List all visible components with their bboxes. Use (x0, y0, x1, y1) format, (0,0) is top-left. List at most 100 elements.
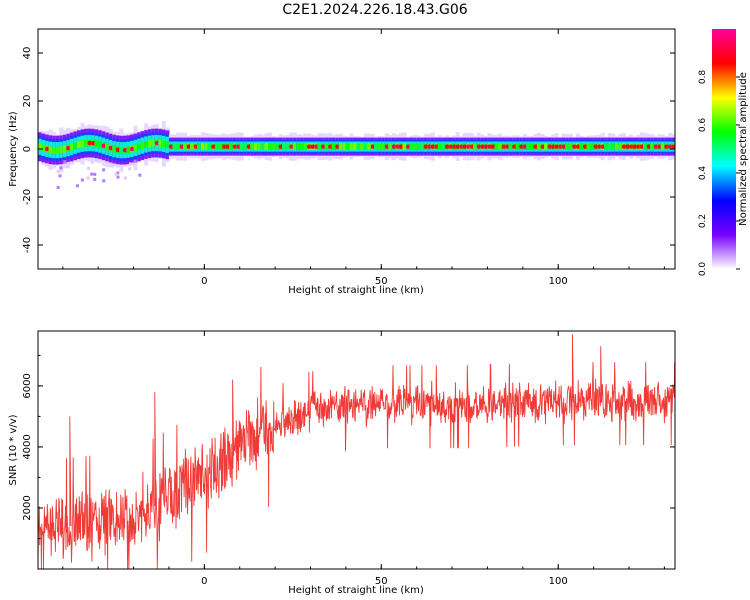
heatmap-cell (515, 143, 520, 150)
heatmap-cell (275, 143, 280, 150)
heatmap-cell (128, 167, 132, 171)
colorbar: 0.0 0.2 0.4 0.6 0.8 Normalized spectral ampl… (698, 29, 749, 276)
heatmap-cell (218, 143, 223, 150)
colorbar-tick-label: 0.2 (698, 214, 708, 228)
heatmap-cell (105, 143, 110, 151)
heatmap-cell (48, 146, 53, 154)
heatmap-cell (158, 139, 163, 147)
x-tick-label: 50 (375, 576, 388, 587)
heatmap-cell (402, 143, 407, 150)
y-tick-label: -40 (22, 237, 33, 253)
heatmap-cell (650, 143, 655, 150)
heatmap-cell (586, 143, 591, 150)
y-tick-label: 6000 (22, 373, 33, 398)
snr-y-axis-label: SNR (10 * v/v) (8, 414, 19, 485)
heatmap-cell (94, 140, 99, 148)
y-tick-label: 20 (22, 95, 33, 108)
heatmap-cell (239, 143, 244, 150)
heatmap-cell (65, 164, 69, 168)
heatmap-cell (176, 143, 181, 150)
heatmap-cell (590, 143, 595, 150)
heatmap-cell (151, 139, 156, 147)
heatmap-cell (536, 143, 542, 150)
heatmap-cell (133, 144, 138, 152)
heatmap-cell (614, 143, 619, 150)
heatmap-cell (363, 143, 368, 150)
colorbar-tick-label: 0.8 (698, 70, 708, 85)
heatmap-cell (90, 160, 94, 164)
spectrogram-panel: 0 50 100 40 20 0 -20 -40 Height of straight lin… (8, 28, 676, 296)
heatmap-cell (643, 143, 648, 150)
heatmap-cell (264, 143, 269, 150)
heatmap-cell (204, 143, 209, 150)
heatmap-cell (62, 145, 67, 153)
heatmap-cell (128, 162, 132, 166)
heatmap-cell (388, 143, 393, 150)
snr-series-line (38, 334, 675, 569)
heatmap-cell (93, 172, 97, 176)
colorbar-tick-label: 0.6 (698, 118, 708, 133)
heatmap-cell (133, 159, 137, 163)
heatmap-cell (498, 143, 503, 150)
heatmap-cell (324, 143, 329, 150)
heatmap-cell (494, 143, 499, 150)
heatmap-cell (95, 158, 99, 162)
heatmap-cell (374, 143, 379, 150)
heatmap-cell (345, 143, 350, 150)
heatmap-cell (413, 143, 418, 150)
heatmap-cell (508, 143, 513, 150)
heatmap-cell (114, 172, 118, 176)
heatmap-cell (59, 166, 63, 170)
heatmap-cell (140, 142, 145, 149)
heatmap-cell (271, 143, 276, 150)
heatmap-cell (59, 146, 64, 154)
heatmap-cell (660, 143, 665, 150)
heatmap-cell (409, 143, 414, 150)
colorbar-label: Normalized spectral amplitude (738, 72, 749, 226)
heatmap-cell (119, 146, 124, 154)
heatmap-cell (137, 143, 142, 151)
heatmap-cell (338, 143, 343, 150)
heatmap-cell (416, 143, 421, 150)
heatmap-cell (579, 143, 584, 150)
heatmap-cell (607, 143, 612, 150)
heatmap-cell (257, 143, 262, 150)
y-tick-label: -20 (22, 189, 33, 205)
heatmap-cell (116, 171, 120, 175)
heatmap-cell (282, 143, 287, 150)
heatmap-cell (303, 143, 308, 150)
heatmap-cell (123, 176, 127, 180)
heatmap-cell (131, 162, 135, 166)
snr-axes: 0 50 100 2000 4000 6000 (22, 331, 675, 587)
heatmap-cell (349, 143, 354, 150)
heatmap-cell (56, 169, 60, 173)
heatmap-cell (52, 146, 57, 154)
heatmap-cell (420, 143, 425, 150)
heatmap-cell (377, 143, 382, 150)
heatmap-cell (76, 141, 81, 149)
heatmap-cell (116, 175, 120, 179)
x-tick-label: 100 (549, 576, 568, 587)
heatmap-cell (299, 143, 304, 150)
heatmap-cell (437, 143, 442, 150)
heatmap-cell (356, 143, 361, 150)
heatmap-cell (126, 146, 131, 154)
heatmap-cell (38, 143, 43, 151)
heatmap-cell (671, 144, 675, 149)
spectrogram-y-axis-label: Frequency (Hz) (8, 111, 19, 187)
heatmap-cell (144, 141, 149, 148)
heatmap-cell (63, 160, 67, 164)
y-tick-label: 2000 (22, 495, 33, 520)
heatmap-cell (229, 143, 234, 150)
heatmap-cell (98, 141, 103, 149)
heatmap-cell (207, 143, 212, 150)
heatmap-cell (253, 143, 258, 150)
heatmap-cell (73, 142, 78, 150)
heatmap-cell (526, 143, 531, 150)
heatmap-cell (441, 143, 446, 150)
heatmap-cell (604, 143, 609, 150)
heatmap-cell (112, 145, 117, 153)
heatmap-cell (102, 179, 106, 183)
heatmap-cell (86, 176, 90, 180)
